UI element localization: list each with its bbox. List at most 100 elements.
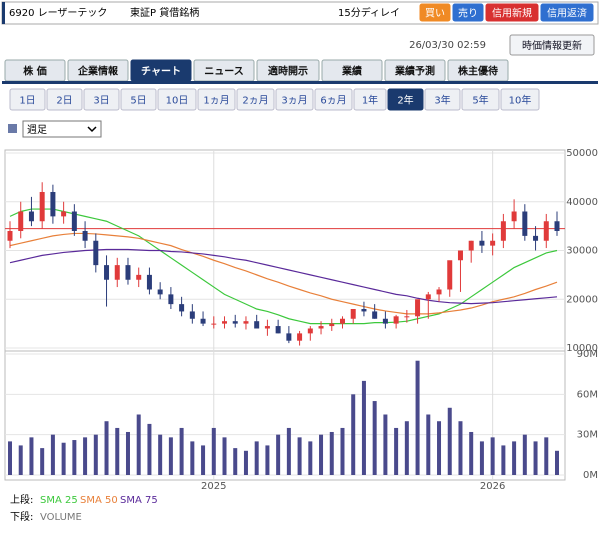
action-button[interactable] (419, 3, 451, 22)
action-button-label[interactable]: 信用新規 (492, 7, 532, 20)
period-button[interactable] (9, 88, 46, 111)
period-button-label[interactable]: 3ヵ月 (281, 95, 307, 107)
candle-body (522, 211, 528, 236)
volume-bar (329, 431, 334, 475)
period-button-label[interactable]: 1年 (362, 94, 378, 107)
y-tick-label: 50000 (566, 148, 598, 159)
candle-body (425, 294, 431, 300)
period-button[interactable] (83, 88, 120, 111)
period-button-label[interactable]: 3日 (93, 96, 109, 107)
period-button[interactable] (275, 88, 314, 111)
refresh-button[interactable] (509, 34, 595, 56)
v-tick-label: 0M (583, 470, 598, 481)
period-button[interactable] (353, 88, 387, 111)
period-button[interactable] (236, 88, 275, 111)
refresh-button-label[interactable]: 時価情報更新 (522, 39, 582, 52)
volume-bar (394, 427, 399, 475)
period-button[interactable] (500, 88, 540, 111)
volume-bar (383, 414, 388, 475)
volume-bar (18, 445, 23, 475)
volume-bar (447, 407, 452, 475)
candle-body (339, 318, 345, 324)
period-button-label[interactable]: 5年 (472, 94, 488, 107)
tab-label[interactable]: 適時開示 (268, 65, 308, 78)
candle-body (286, 333, 292, 341)
period-button-label[interactable]: 1ヵ月 (203, 95, 229, 107)
candle-body (329, 323, 335, 327)
period-button[interactable] (424, 88, 461, 111)
volume-bar (501, 445, 506, 475)
period-button-label[interactable]: 10年 (509, 94, 532, 107)
candle-body (372, 311, 378, 319)
tab-label[interactable]: 企業情報 (77, 65, 119, 78)
candle-body (136, 274, 142, 280)
volume-bar (372, 401, 377, 475)
interval-select[interactable] (22, 120, 102, 138)
action-button[interactable] (485, 3, 539, 22)
legend-entry: VOLUME (40, 512, 82, 523)
volume-bar (351, 394, 356, 475)
candle-body (468, 240, 474, 251)
tab-label[interactable]: 業績 (341, 65, 362, 78)
volume-bar (50, 434, 55, 475)
period-button-label[interactable]: 3年 (434, 94, 450, 107)
tab-label[interactable]: 業績予測 (394, 65, 435, 78)
v-tick-label: 60M (577, 389, 598, 400)
action-button-label[interactable]: 買い (425, 8, 445, 20)
period-button[interactable] (461, 88, 500, 111)
volume-bar (426, 414, 431, 475)
chart-frame (4, 149, 566, 481)
period-button-label[interactable]: 2日 (56, 96, 72, 107)
period-button[interactable] (387, 88, 424, 111)
volume-bar (340, 427, 345, 475)
period-button-label[interactable]: 2年 (397, 94, 413, 107)
tab-label[interactable]: 株主優待 (458, 65, 498, 78)
volume-bar (276, 434, 281, 475)
volume-bar (83, 437, 88, 475)
candle-body (114, 265, 120, 280)
action-button-label[interactable]: 売り (458, 7, 478, 20)
volume-bar (458, 421, 463, 475)
period-button-label[interactable]: 6ヵ月 (320, 95, 346, 107)
candle-body (82, 231, 88, 241)
period-button[interactable] (314, 88, 353, 111)
period-button[interactable] (197, 88, 236, 111)
action-button-label[interactable]: 信用返済 (547, 7, 587, 20)
candle-body (61, 211, 67, 217)
volume-bar (533, 441, 538, 475)
volume-bar (158, 434, 163, 475)
period-button[interactable] (157, 88, 197, 111)
period-button-label[interactable]: 2ヵ月 (242, 95, 268, 107)
candle-body (254, 321, 260, 329)
tab-label[interactable]: 株 価 (23, 65, 46, 78)
volume-bar (136, 414, 141, 475)
volume-bar (8, 441, 12, 475)
candle-body (93, 240, 99, 266)
header-accent (2, 2, 5, 24)
volume-bar (211, 427, 216, 475)
volume-bar (522, 434, 527, 475)
candle-body (393, 316, 399, 324)
period-button-label[interactable]: 5日 (130, 96, 146, 107)
tab-label[interactable]: ニュース (204, 66, 244, 78)
candle-body (7, 231, 13, 241)
period-button[interactable] (46, 88, 83, 111)
interval-label[interactable]: 週足 (27, 124, 47, 136)
period-button-label[interactable]: 1日 (19, 96, 35, 107)
legend-label: 上段: (10, 493, 33, 506)
sma-line (9, 248, 558, 305)
volume-bar (297, 437, 302, 475)
candle-body (297, 333, 303, 341)
period-button[interactable] (120, 88, 157, 111)
period-button-label[interactable]: 10日 (166, 96, 189, 107)
candle-body (457, 250, 463, 261)
action-button[interactable] (452, 3, 484, 22)
tab-label[interactable]: チャート (141, 66, 181, 78)
volume-bar (168, 437, 173, 475)
action-button[interactable] (540, 3, 594, 22)
candle-body (222, 321, 228, 324)
volume-bar (286, 427, 291, 475)
candle-body (382, 318, 388, 324)
